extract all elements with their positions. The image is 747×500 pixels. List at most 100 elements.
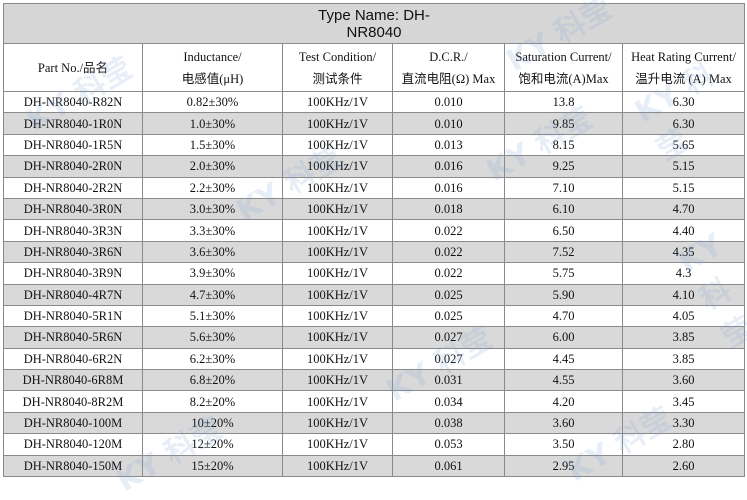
table-title: Type Name: DH- NR8040 (2, 3, 746, 44)
table-cell-dcr: 0.013 (392, 133, 505, 157)
table-cell-dcr: 0.010 (392, 90, 505, 114)
table-row: DH-NR8040-3R6N 3.6±30% 100KHz/1V 0.022 7.52 4… (3, 240, 746, 264)
column-header-line2: 饱和电流(A)Max (518, 71, 609, 86)
column-header-inductance: Inductance/电感值(μH) (142, 43, 283, 92)
table-cell-test-condition: 100KHz/1V (282, 133, 393, 157)
table-cell-dcr: 0.053 (392, 433, 505, 456)
table-body: DH-NR8040-R82N 0.82±30% 100KHz/1V 0.010 13.8… (3, 90, 746, 478)
column-header-line1: Saturation Current/ (515, 49, 612, 64)
table-row: DH-NR8040-R82N 0.82±30% 100KHz/1V 0.010 13.8… (3, 90, 746, 114)
table-cell-inductance: 6.2±30% (142, 347, 283, 371)
table-row: DH-NR8040-8R2M 8.2±20% 100KHz/1V 0.034 4.20 3… (3, 390, 746, 413)
table-row: DH-NR8040-4R7N 4.7±30% 100KHz/1V 0.025 5.90 4… (3, 283, 746, 306)
column-header-line2: 电感值(μH) (181, 71, 244, 86)
table-cell-saturation-current: 6.50 (504, 219, 623, 242)
table-cell-test-condition: 100KHz/1V (282, 262, 393, 285)
table-cell-part-no: DH-NR8040-3R0N (3, 197, 143, 221)
table-cell-test-condition: 100KHz/1V (282, 283, 393, 306)
table-cell-test-condition: 100KHz/1V (282, 90, 393, 114)
table-cell-inductance: 8.2±20% (142, 390, 283, 413)
table-cell-part-no: DH-NR8040-120M (3, 433, 143, 456)
table-cell-test-condition: 100KHz/1V (282, 219, 393, 242)
column-header-line1: Inductance/ (183, 49, 242, 64)
table-cell-dcr: 0.010 (392, 112, 505, 135)
table-cell-inductance: 0.82±30% (142, 90, 283, 114)
spec-table-container: Type Name: DH- NR8040 Part No./品名 Inducta… (2, 3, 746, 478)
table-cell-heat-rating-current: 3.60 (621, 369, 746, 392)
table-cell-part-no: DH-NR8040-6R8M (3, 369, 143, 392)
table-cell-test-condition: 100KHz/1V (282, 411, 393, 435)
table-cell-test-condition: 100KHz/1V (282, 176, 393, 199)
table-cell-dcr: 0.018 (392, 197, 505, 221)
table-cell-inductance: 5.1±30% (142, 304, 283, 328)
table-cell-heat-rating-current: 5.65 (621, 133, 746, 157)
table-cell-heat-rating-current: 4.10 (621, 283, 746, 306)
table-row: DH-NR8040-150M 15±20% 100KHz/1V 0.061 2.95 2.… (3, 454, 746, 478)
column-header-heat-rating-current: Heat Rating Current/温升电流 (A) Max (621, 43, 746, 92)
table-cell-dcr: 0.031 (392, 369, 505, 392)
table-cell-dcr: 0.027 (392, 326, 505, 349)
table-cell-part-no: DH-NR8040-5R1N (3, 304, 143, 328)
table-cell-inductance: 15±20% (142, 454, 283, 478)
column-header-line1: Part No./品名 (37, 60, 109, 75)
column-header-line1: Heat Rating Current/ (631, 49, 736, 64)
table-cell-saturation-current: 5.90 (504, 283, 623, 306)
table-cell-saturation-current: 6.10 (504, 197, 623, 221)
table-cell-heat-rating-current: 3.45 (621, 390, 746, 413)
table-cell-inductance: 1.0±30% (142, 112, 283, 135)
table-cell-heat-rating-current: 6.30 (621, 90, 746, 114)
table-cell-part-no: DH-NR8040-1R5N (3, 133, 143, 157)
table-cell-test-condition: 100KHz/1V (282, 454, 393, 478)
table-cell-heat-rating-current: 2.60 (621, 454, 746, 478)
table-cell-part-no: DH-NR8040-3R6N (3, 240, 143, 264)
table-title-line2: NR8040 (346, 23, 402, 41)
table-cell-saturation-current: 3.60 (504, 411, 623, 435)
column-header-line2: 测试条件 (312, 71, 363, 86)
table-cell-part-no: DH-NR8040-100M (3, 411, 143, 435)
table-cell-saturation-current: 3.50 (504, 433, 623, 456)
table-cell-heat-rating-current: 5.15 (621, 176, 746, 199)
table-cell-part-no: DH-NR8040-1R0N (3, 112, 143, 135)
table-cell-heat-rating-current: 4.40 (621, 219, 746, 242)
table-cell-dcr: 0.027 (392, 347, 505, 371)
table-cell-test-condition: 100KHz/1V (282, 304, 393, 328)
table-cell-heat-rating-current: 4.70 (621, 197, 746, 221)
column-header-part-no: Part No./品名 (3, 43, 143, 92)
table-cell-test-condition: 100KHz/1V (282, 326, 393, 349)
table-cell-inductance: 6.8±20% (142, 369, 283, 392)
table-cell-inductance: 10±20% (142, 411, 283, 435)
table-cell-test-condition: 100KHz/1V (282, 112, 393, 135)
table-row: DH-NR8040-3R3N 3.3±30% 100KHz/1V 0.022 6.50 4… (3, 219, 746, 242)
table-row: DH-NR8040-6R2N 6.2±30% 100KHz/1V 0.027 4.45 3… (3, 347, 746, 371)
table-cell-inductance: 3.9±30% (142, 262, 283, 285)
table-cell-saturation-current: 8.15 (504, 133, 623, 157)
column-header-line2: 直流电阻(Ω) Max (401, 71, 496, 86)
table-cell-inductance: 1.5±30% (142, 133, 283, 157)
table-cell-heat-rating-current: 4.3 (621, 262, 746, 285)
table-cell-dcr: 0.025 (392, 283, 505, 306)
table-cell-dcr: 0.034 (392, 390, 505, 413)
table-cell-part-no: DH-NR8040-2R0N (3, 155, 143, 178)
table-cell-saturation-current: 7.52 (504, 240, 623, 264)
table-cell-heat-rating-current: 2.80 (621, 433, 746, 456)
table-cell-saturation-current: 4.45 (504, 347, 623, 371)
table-cell-inductance: 12±20% (142, 433, 283, 456)
table-row: DH-NR8040-2R2N 2.2±30% 100KHz/1V 0.016 7.10 5… (3, 176, 746, 199)
column-header-line1: Test Condition/ (298, 49, 377, 64)
header-row: Part No./品名 Inductance/电感值(μH) Test Condit… (3, 43, 746, 92)
table-row: DH-NR8040-6R8M 6.8±20% 100KHz/1V 0.031 4.55 3… (3, 369, 746, 392)
table-cell-heat-rating-current: 3.85 (621, 326, 746, 349)
table-cell-part-no: DH-NR8040-5R6N (3, 326, 143, 349)
table-cell-inductance: 2.0±30% (142, 155, 283, 178)
table-cell-inductance: 4.7±30% (142, 283, 283, 306)
column-header-dcr: D.C.R./ 直流电阻(Ω) Max (392, 43, 505, 92)
column-header-line1: D.C.R./ (429, 49, 468, 64)
table-cell-part-no: DH-NR8040-2R2N (3, 176, 143, 199)
table-cell-inductance: 3.6±30% (142, 240, 283, 264)
table-cell-inductance: 3.3±30% (142, 219, 283, 242)
table-cell-heat-rating-current: 4.35 (621, 240, 746, 264)
spec-table: Type Name: DH- NR8040 Part No./品名 Inducta… (2, 3, 746, 478)
table-cell-heat-rating-current: 6.30 (621, 112, 746, 135)
table-cell-saturation-current: 6.00 (504, 326, 623, 349)
table-cell-test-condition: 100KHz/1V (282, 390, 393, 413)
